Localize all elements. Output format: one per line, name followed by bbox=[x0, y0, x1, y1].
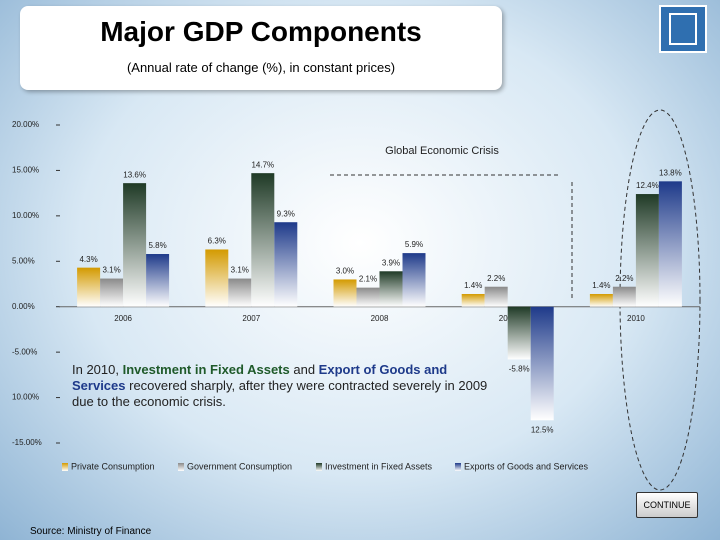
bar bbox=[123, 183, 147, 307]
bar bbox=[461, 293, 485, 307]
value-label: 14.7% bbox=[251, 160, 274, 169]
title: Major GDP Components bbox=[100, 16, 422, 47]
bar bbox=[146, 254, 170, 307]
note-text: and bbox=[289, 362, 319, 377]
legend-swatch bbox=[316, 463, 322, 471]
legend-swatch bbox=[62, 463, 68, 471]
bar bbox=[612, 286, 636, 307]
value-label: -5.8% bbox=[509, 365, 530, 374]
legend-label: Government Consumption bbox=[187, 461, 292, 471]
note-highlight: Investment in Fixed Assets bbox=[122, 362, 290, 377]
bar bbox=[100, 278, 124, 307]
x-tick-label: 2006 bbox=[114, 314, 132, 323]
y-tick-label: 10.00% bbox=[12, 393, 39, 402]
value-label: 6.3% bbox=[208, 237, 226, 246]
note: In 2010, Investment in Fixed Assets and … bbox=[72, 362, 502, 410]
bar bbox=[635, 194, 659, 307]
annotation: Global Economic Crisis bbox=[385, 145, 499, 157]
title-box: Major GDP Components (Annual rate of cha… bbox=[20, 6, 502, 90]
y-tick-label: 0.00% bbox=[12, 302, 35, 311]
continue-button[interactable]: CONTINUE bbox=[636, 492, 698, 518]
bar bbox=[228, 278, 252, 307]
value-label: 1.4% bbox=[464, 281, 482, 290]
bar bbox=[333, 279, 357, 307]
value-label: 2.2% bbox=[615, 274, 633, 283]
source: Source: Ministry of Finance bbox=[30, 526, 152, 537]
value-label: 13.6% bbox=[123, 170, 146, 179]
bar bbox=[589, 293, 613, 307]
bar bbox=[530, 306, 554, 421]
logo-mark bbox=[669, 13, 697, 45]
value-label: 3.1% bbox=[102, 266, 120, 275]
y-tick-label: 15.00% bbox=[12, 166, 39, 175]
y-tick-label: 20.00% bbox=[12, 120, 39, 129]
legend-label: Exports of Goods and Services bbox=[464, 461, 589, 471]
bar bbox=[77, 267, 101, 307]
value-label: 12.4% bbox=[636, 181, 659, 190]
legend-swatch bbox=[178, 463, 184, 471]
bar bbox=[402, 253, 426, 307]
bar bbox=[356, 287, 380, 307]
note-text: In 2010, bbox=[72, 362, 123, 377]
bar bbox=[658, 181, 682, 307]
value-label: 2.1% bbox=[359, 275, 377, 284]
bar bbox=[484, 286, 508, 307]
x-tick-label: 2010 bbox=[627, 314, 645, 323]
legend-swatch bbox=[455, 463, 461, 471]
y-tick-label: -15.00% bbox=[12, 438, 42, 447]
y-tick-label: 5.00% bbox=[12, 256, 35, 265]
logo bbox=[659, 5, 707, 53]
value-label: 1.4% bbox=[592, 281, 610, 290]
value-label: 4.3% bbox=[79, 255, 97, 264]
bar bbox=[507, 306, 531, 360]
x-tick-label: 2007 bbox=[242, 314, 260, 323]
bar bbox=[379, 271, 403, 307]
value-label: 3.1% bbox=[231, 266, 249, 275]
x-tick-label: 2008 bbox=[371, 314, 389, 323]
value-label: 5.9% bbox=[405, 240, 423, 249]
legend-label: Investment in Fixed Assets bbox=[325, 461, 433, 471]
value-label: 13.8% bbox=[659, 168, 682, 177]
subtitle: (Annual rate of change (%), in constant … bbox=[126, 60, 396, 75]
note-highlight: Export of Goods and Services bbox=[72, 362, 448, 393]
value-label: 2.2% bbox=[487, 274, 505, 283]
legend-label: Private Consumption bbox=[71, 461, 155, 471]
value-label: 3.0% bbox=[336, 267, 354, 276]
value-label: 5.8% bbox=[148, 241, 166, 250]
bar bbox=[251, 173, 275, 307]
bar bbox=[205, 249, 229, 307]
value-label: 9.3% bbox=[277, 209, 295, 218]
y-tick-label: 10.00% bbox=[12, 211, 39, 220]
bar bbox=[274, 222, 298, 307]
note-text: recovered sharply, after they were contr… bbox=[72, 378, 488, 409]
y-tick-label: -5.00% bbox=[12, 347, 37, 356]
value-label: 3.9% bbox=[382, 258, 400, 267]
value-label: 12.5% bbox=[531, 425, 554, 434]
